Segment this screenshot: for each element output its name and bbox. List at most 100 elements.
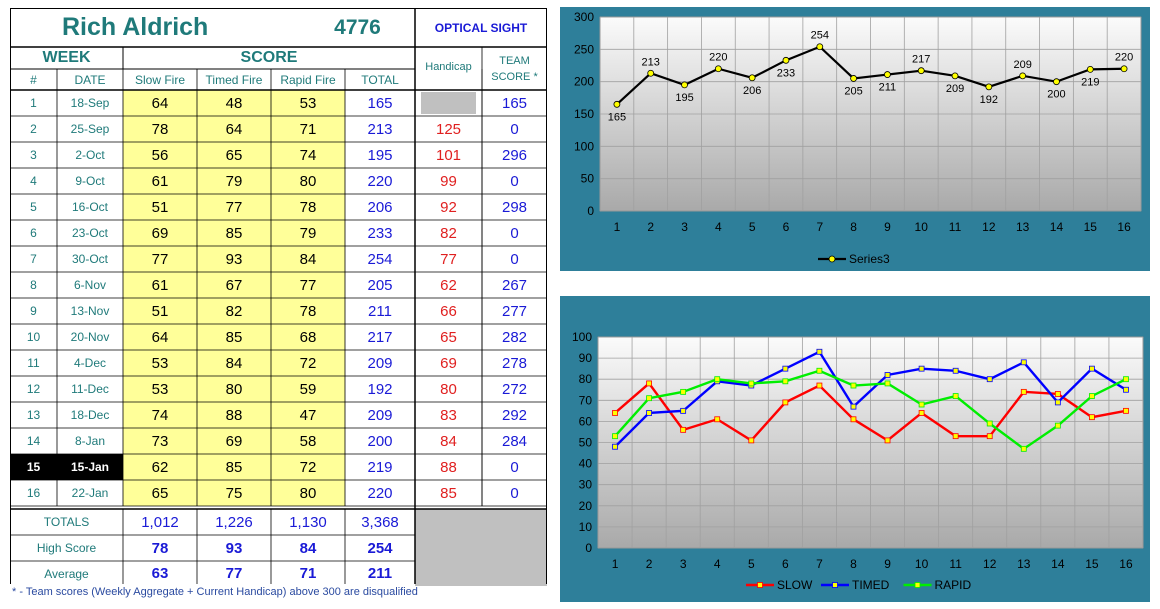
summary-slow: 1,012 — [141, 513, 179, 531]
data-label: 211 — [879, 82, 897, 94]
team-score-value: 296 — [501, 146, 528, 164]
data-label: 217 — [912, 54, 930, 66]
team-score-value: 165 — [501, 94, 528, 112]
data-point — [1123, 386, 1129, 393]
timed-fire-score: 48 — [197, 90, 271, 116]
row-number: 10 — [26, 330, 41, 344]
y-tick-label: 100 — [572, 330, 592, 344]
handicap-value: 82 — [440, 224, 457, 242]
series-line-rapid — [614, 369, 1127, 451]
data-point — [850, 416, 857, 423]
timed-fire-score: 75 — [197, 480, 271, 506]
slow-fire-score: 56 — [123, 142, 197, 168]
data-point — [1089, 393, 1095, 399]
data-label: 195 — [675, 92, 693, 104]
data-point — [1053, 78, 1060, 86]
handicap-value: 125 — [435, 120, 462, 138]
y-tick-label: 40 — [579, 457, 593, 471]
total-score: 220 — [367, 484, 393, 502]
team-score-value: 0 — [510, 484, 519, 502]
x-tick-label: 3 — [681, 220, 688, 234]
row-number: 16 — [26, 486, 41, 500]
row-number: 2 — [30, 122, 37, 136]
data-point — [748, 74, 756, 82]
rapid-fire-score: 78 — [271, 298, 345, 324]
row-date: 15-Jan — [57, 454, 123, 480]
total-score: 165 — [367, 94, 393, 112]
data-point — [884, 437, 891, 444]
row-number: 4 — [30, 174, 37, 188]
column-header-total: TOTAL — [361, 72, 399, 87]
legend-label: TIMED — [852, 578, 890, 592]
timed-fire-score: 80 — [197, 376, 271, 402]
data-point — [986, 433, 993, 440]
timed-fire-score: 64 — [197, 116, 271, 142]
score-header: SCORE — [240, 49, 298, 66]
x-tick-label: 10 — [915, 557, 929, 571]
data-point — [748, 380, 755, 387]
team-score-value: 0 — [510, 172, 519, 190]
x-tick-label: 12 — [983, 557, 997, 571]
data-point — [1020, 445, 1027, 452]
data-label: 200 — [1047, 89, 1065, 101]
x-tick-label: 2 — [647, 220, 654, 234]
x-tick-label: 8 — [850, 557, 857, 571]
x-tick-label: 12 — [982, 220, 996, 234]
data-label: 220 — [709, 52, 727, 64]
team-score-header: TEAM SCORE * — [482, 47, 547, 90]
row-date: 30-Oct — [71, 252, 108, 266]
team-score-value: 298 — [501, 198, 528, 216]
x-tick-label: 6 — [782, 557, 789, 571]
team-score-value: 0 — [510, 120, 519, 138]
data-point — [1089, 365, 1095, 372]
data-point — [1019, 72, 1027, 80]
y-tick-label: 50 — [579, 436, 593, 450]
rapid-fire-score: 71 — [271, 116, 345, 142]
data-point — [647, 69, 655, 77]
slow-fire-score: 51 — [123, 298, 197, 324]
slow-fire-score: 62 — [123, 454, 197, 480]
total-score: 211 — [368, 302, 392, 320]
data-point — [850, 403, 857, 410]
row-number: 15 — [10, 454, 57, 480]
row-number: 13 — [26, 408, 41, 422]
x-tick-label: 16 — [1117, 220, 1131, 234]
x-tick-label: 1 — [612, 557, 619, 571]
y-tick-label: 0 — [587, 204, 594, 218]
data-point — [646, 395, 652, 402]
summary-rapid: 71 — [299, 565, 317, 582]
rapid-fire-score: 84 — [271, 246, 345, 272]
data-point — [714, 376, 721, 383]
total-score: 206 — [367, 198, 393, 216]
timed-fire-score: 67 — [197, 272, 271, 298]
row-date: 23-Oct — [71, 226, 108, 240]
team-score-footnote: * - Team scores (Weekly Aggregate + Curr… — [12, 586, 418, 598]
team-score-value: 292 — [501, 406, 528, 424]
data-point — [985, 83, 993, 91]
fire-type-chart: 0 10 20 30 40 50 60 70 80 90 100 1 2 3 4 5 6 7 8 9 10 11 12 13 1… — [560, 296, 1150, 602]
team-score-header-line2: SCORE * — [491, 70, 538, 83]
x-tick-label: 10 — [915, 220, 929, 234]
data-point — [986, 420, 993, 427]
slow-fire-score: 78 — [123, 116, 197, 142]
row-number: 12 — [26, 382, 41, 396]
row-number: 8 — [30, 278, 37, 292]
data-point — [816, 43, 824, 51]
x-tick-label: 3 — [680, 557, 687, 571]
legend-marker — [757, 582, 763, 588]
total-score-chart: 0 50 100 150 200 250 300 1 2 3 4 5 6 7 8 9 10 11 12 13 14 15 1… — [560, 7, 1150, 271]
row-date: 11-Dec — [71, 382, 109, 396]
data-label: 219 — [1081, 76, 1099, 88]
timed-fire-score: 79 — [197, 168, 271, 194]
y-tick-label: 10 — [579, 520, 593, 534]
timed-fire-score: 85 — [197, 324, 271, 350]
row-number: 3 — [30, 148, 37, 162]
handicap-value: 69 — [440, 354, 457, 372]
y-tick-label: 300 — [574, 10, 594, 24]
y-tick-label: 60 — [579, 414, 593, 428]
total-score: 220 — [367, 172, 393, 190]
x-tick-label: 2 — [646, 557, 653, 571]
data-point — [680, 388, 687, 395]
total-score: 219 — [367, 458, 393, 476]
y-tick-label: 20 — [579, 499, 593, 513]
